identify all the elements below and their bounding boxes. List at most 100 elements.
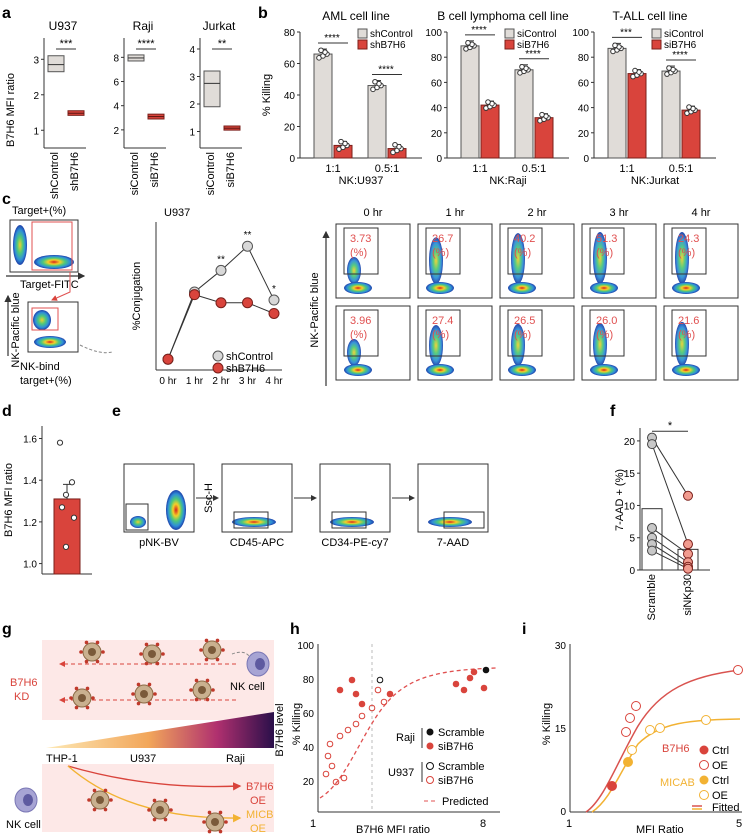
panel-d-ticklabel-0: 1.0: [23, 560, 37, 571]
flow-gate-0-1: [425, 227, 461, 275]
panel-f-xlabel-sinkp30: siNKp30: [682, 574, 694, 616]
panel-b-ticklabel-0-1: 20: [284, 123, 296, 134]
panel-d-ticklabel-1: 1.2: [23, 518, 37, 529]
flow-gate-1-2: [507, 309, 543, 357]
panel-c-point-trt-4: [268, 307, 280, 319]
flow-blob-upper-0-0: [347, 257, 361, 284]
panel-b-dot-trt-1-0-4: [485, 99, 491, 105]
panel-b-ticklabel-2-4: 80: [578, 53, 590, 64]
panel-b-bar-ctrl-0-0: [313, 53, 333, 159]
target-cell-receptor-1-2: [144, 661, 149, 666]
kd-label-2: KD: [14, 691, 29, 703]
flow-blob-lower-0-3: [590, 282, 618, 294]
panel-b-category-0-0: 1:1: [325, 163, 340, 175]
target-cell-receptor-0-5: [95, 640, 100, 645]
target-cell-receptor-0-3: [79, 650, 83, 654]
schematic-gate-bottom: [31, 307, 59, 331]
target-cell-receptor-7-5: [163, 798, 168, 803]
panel-i-xtick-1: 1: [566, 818, 572, 830]
panel-b-dot-trt-1-1-4: [539, 111, 545, 118]
flow-blob-upper-0-3: [593, 232, 607, 284]
panel-b-legend-ctrl-1: siControl: [517, 29, 556, 40]
panel-d-point-3: [58, 504, 66, 511]
flow-blob-upper-0-4: [675, 232, 689, 284]
panel-i-xtick-5: 5: [736, 818, 742, 830]
cell-label-u937: U937: [130, 753, 156, 765]
panel-h: % Killing 1 8 B7H6 MFI ratio 20 40 60 80…: [291, 641, 500, 836]
legend-micab-ctrl-marker: [699, 775, 709, 785]
panel-i-point-5: [623, 757, 633, 767]
target-cell-receptor-2-1: [215, 657, 220, 662]
flow-blob-lower-0-4: [672, 282, 700, 294]
panel-b-category-0-1: 0.5:1: [375, 163, 399, 175]
panel-c-point-trt-1: [189, 289, 200, 301]
panel-letter-f: f: [610, 403, 616, 420]
panel-b-legend-trt-swatch-2: [651, 39, 662, 50]
panel-h-point-16: [336, 732, 344, 740]
flow-pct-1-3: (%): [596, 329, 613, 341]
gate-box-1: [233, 511, 269, 529]
flow-blob-upper-1-4: [675, 321, 689, 367]
oe-label-b7h6: B7H6: [246, 781, 274, 793]
target-cell-receptor-3-2: [74, 705, 79, 710]
panel-f-pair-line-1: [651, 443, 689, 545]
target-cell-receptor-2-4: [204, 638, 209, 643]
panel-f-point-scramble-1: [647, 439, 657, 450]
panel-b-bar-trt-1-0: [480, 104, 500, 159]
panel-c-chart-xtick-2: 2 hr: [212, 376, 230, 387]
panel-h-point-5: [460, 686, 468, 694]
legend-micab-ctrl: Ctrl: [712, 775, 729, 787]
cell-label-raji: Raji: [226, 753, 245, 765]
panel-i-ytick-0: 0: [560, 807, 566, 818]
panel-i-point-9: [701, 715, 711, 725]
panel-f-ticklabel-4: 20: [624, 437, 636, 448]
flow-col-header-1: 1 hr: [446, 207, 465, 219]
flow-gate-0-4: [671, 227, 707, 275]
legend-raji-sib7h6: siB7H6: [438, 741, 473, 753]
panel-b-sig-0-1: ****: [378, 65, 394, 76]
panel-h-ytick-60: 60: [303, 709, 315, 720]
flow-col-header-0: 0 hr: [364, 207, 383, 219]
panel-b-dot-ctrl-0-0-4: [318, 47, 324, 54]
legend-micab-oe: OE: [712, 790, 728, 802]
schematic-blob-1: [13, 225, 27, 265]
target-cell-receptor-5-1: [205, 697, 210, 702]
target-cell-receptor-1-4: [144, 642, 149, 647]
panel-c-legend-ctrl: shControl: [226, 351, 273, 363]
panel-f-point-scramble-5: [647, 545, 657, 556]
flow-gate-0-2: [507, 227, 543, 275]
flow-pct-0-0: (%): [350, 247, 367, 259]
panel-b-ticklabel-2-0: 0: [583, 154, 589, 165]
panel-b-ticklabel-1-4: 80: [431, 53, 443, 64]
panel-a-xlabel-2-1: siB7H6: [225, 152, 237, 187]
panel-letter-g: g: [2, 621, 12, 638]
target-cell-nucleus-5: [198, 686, 206, 694]
flow-value-0-4: 24.3: [678, 233, 699, 245]
target-cells: [69, 638, 228, 834]
schematic-bottom-label-2: target+(%): [20, 375, 72, 387]
panel-a-box-ctrl-0: [47, 55, 65, 73]
schematic-red-arrow: [51, 272, 71, 301]
legend-raji-scramble: Scramble: [438, 727, 484, 739]
panel-a-sig-0: ***: [60, 38, 74, 50]
panel-b-bar-ctrl-2-1: [661, 70, 681, 159]
target-cell-nucleus-8: [211, 818, 219, 826]
legend-u937-scramble: Scramble: [438, 761, 484, 773]
panel-b-ticklabel-0-4: 80: [284, 28, 296, 39]
panel-b-title-2: T-ALL cell line: [613, 9, 688, 23]
nk-cell-top-label: NK cell: [230, 681, 265, 693]
panel-h-xlabel: B7H6 MFI ratio: [356, 824, 430, 836]
panel-b-dot-trt-0-0-4: [338, 138, 344, 145]
target-cell-receptor-6-0: [109, 798, 113, 802]
panel-d-ylabel: B7H6 MFI ratio: [3, 463, 15, 537]
legend-raji-sib7h6-marker: [426, 742, 434, 750]
flow-blob-lower-1-3: [590, 364, 618, 376]
panel-letter-h: h: [290, 621, 300, 638]
panel-a-ticklabel-2-3: 4: [189, 45, 195, 56]
panel-a-xlabel-2-0: siControl: [205, 152, 217, 195]
panel-a-xlabel-0-1: shB7H6: [69, 152, 81, 191]
target-cell-receptor-8-2: [207, 829, 212, 834]
panel-a-ticklabel-0-1: 2: [33, 91, 39, 102]
panel-f-sig: *: [668, 420, 673, 432]
flow-blob-upper-1-3: [593, 322, 607, 366]
